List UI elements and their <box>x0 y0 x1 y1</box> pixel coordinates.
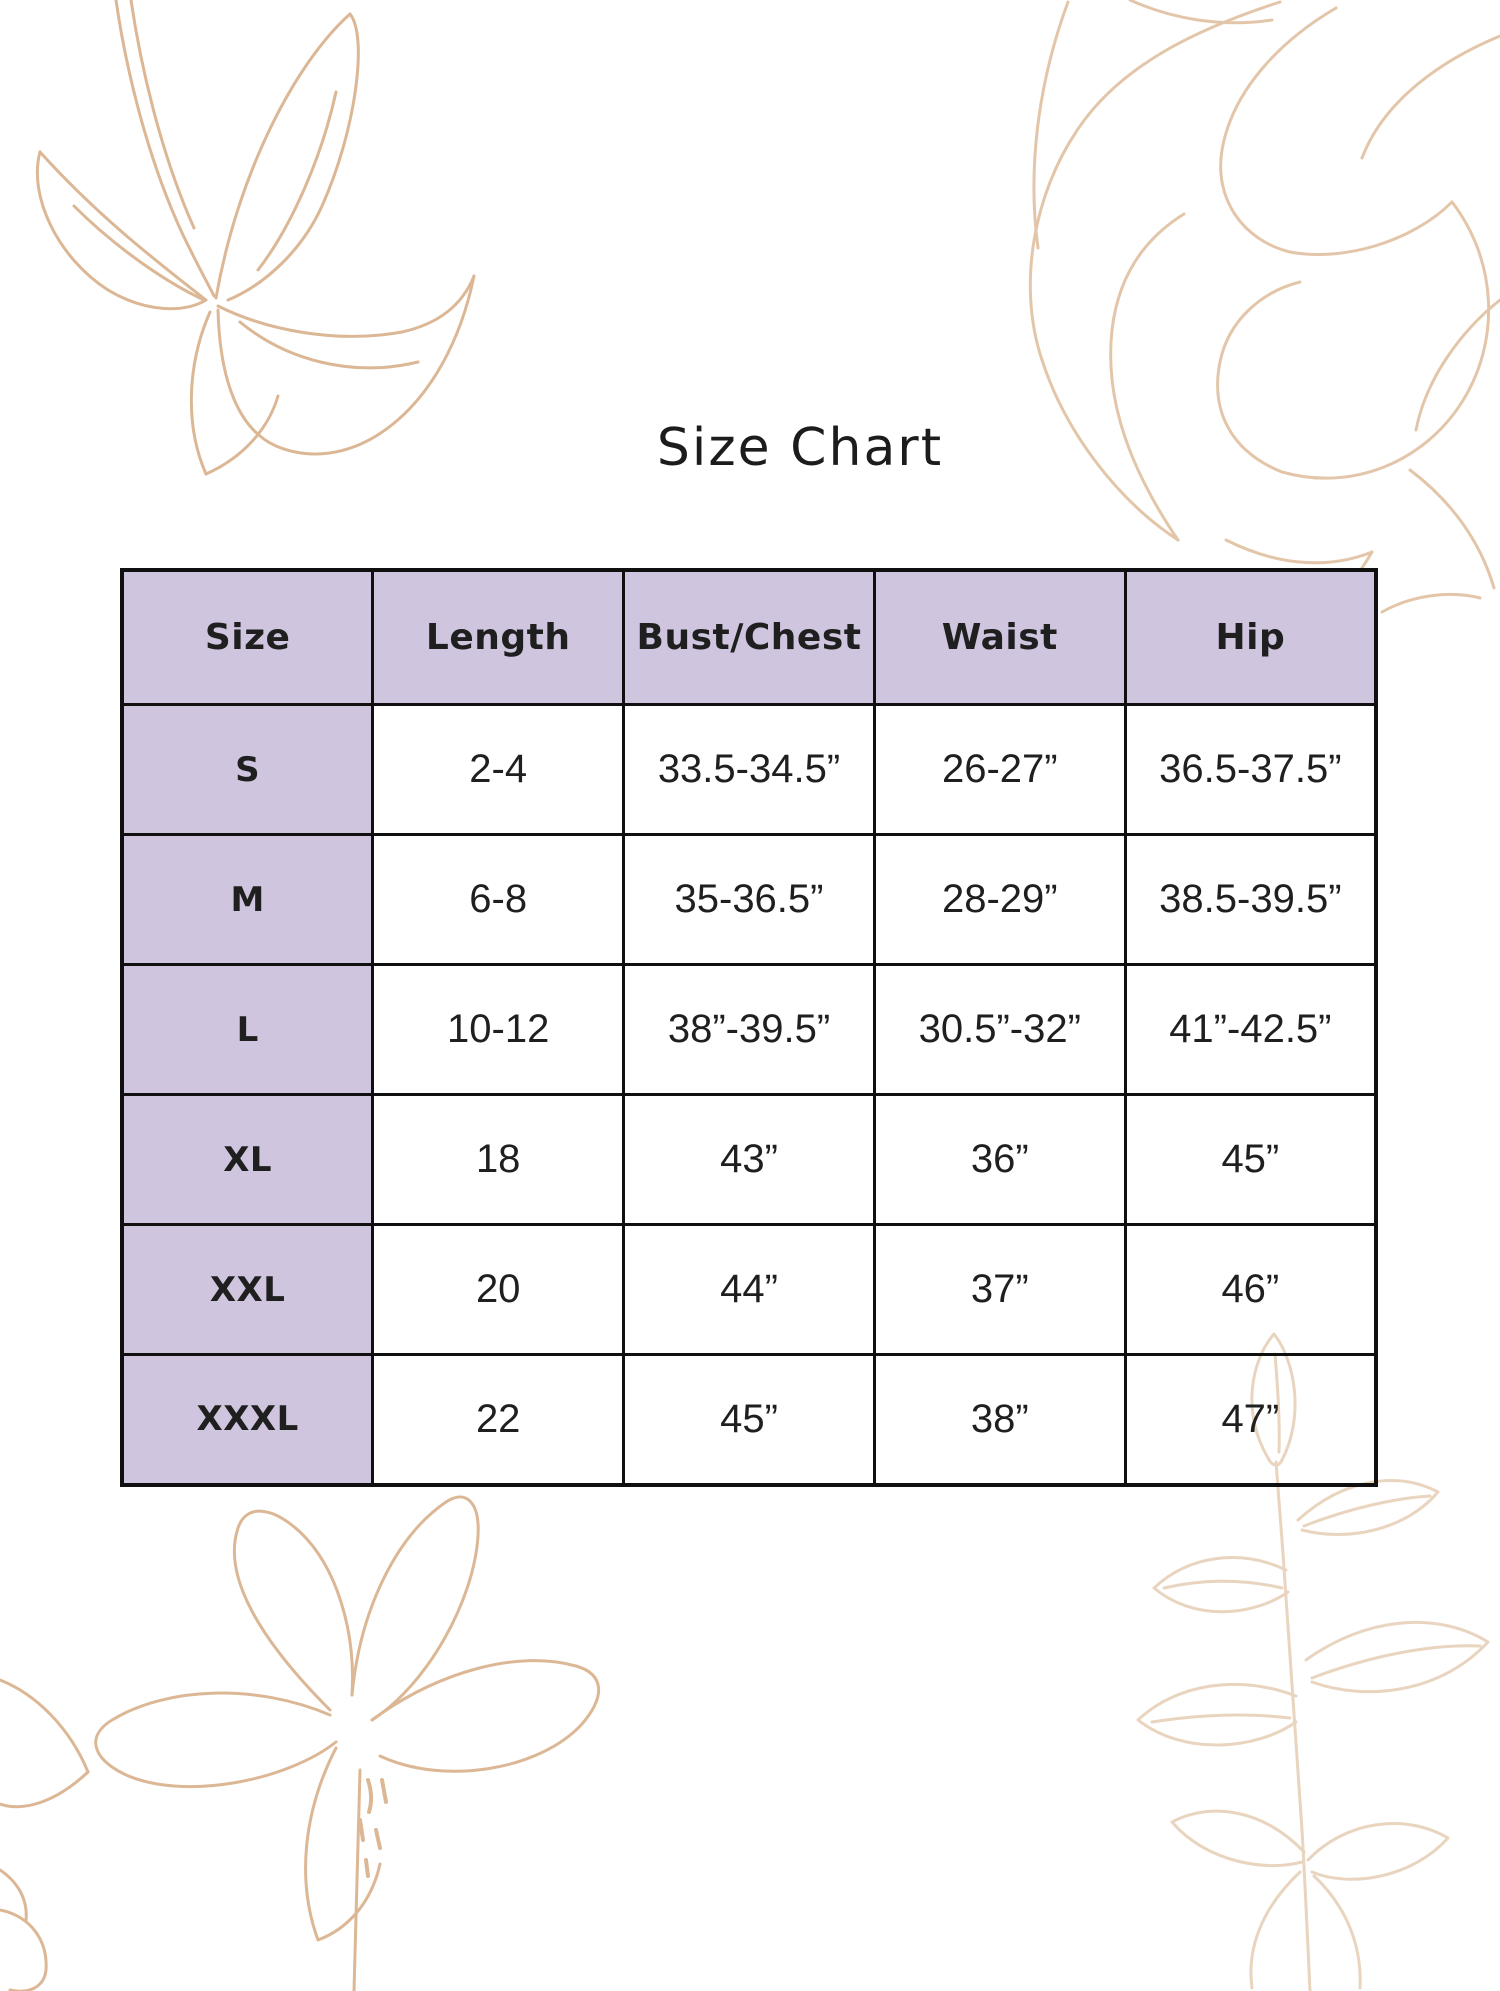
table-row-s: S 2-4 33.5-34.5” 26-27” 36.5-37.5” <box>120 703 1378 836</box>
measurement-cell: 33.5-34.5” <box>622 703 876 836</box>
size-label-cell: L <box>120 963 375 1096</box>
size-chart-table: Size Length Bust/Chest Waist Hip S 2-4 3… <box>120 568 1378 1487</box>
measurement-cell: 45” <box>622 1353 876 1486</box>
floral-top-right-illustration <box>1028 0 1500 660</box>
measurement-cell: 6-8 <box>371 833 626 966</box>
header-cell-waist: Waist <box>872 568 1127 706</box>
size-label-cell: XXXL <box>120 1353 375 1486</box>
measurement-cell: 37” <box>872 1223 1127 1356</box>
header-cell-length: Length <box>371 568 626 706</box>
size-label-cell: XXL <box>120 1223 375 1356</box>
measurement-cell: 36” <box>872 1093 1127 1226</box>
measurement-cell: 35-36.5” <box>622 833 876 966</box>
measurement-cell: 45” <box>1123 1093 1378 1226</box>
measurement-cell: 22 <box>371 1353 626 1486</box>
table-row-m: M 6-8 35-36.5” 28-29” 38.5-39.5” <box>120 833 1378 966</box>
measurement-cell: 38.5-39.5” <box>1123 833 1378 966</box>
measurement-cell: 44” <box>622 1223 876 1356</box>
measurement-cell: 41”-42.5” <box>1123 963 1378 1096</box>
measurement-cell: 28-29” <box>872 833 1127 966</box>
header-cell-bust-chest: Bust/Chest <box>622 568 876 706</box>
size-label-cell: M <box>120 833 375 966</box>
measurement-cell: 26-27” <box>872 703 1127 836</box>
measurement-cell: 43” <box>622 1093 876 1226</box>
size-label-cell: XL <box>120 1093 375 1226</box>
header-cell-size: Size <box>120 568 375 706</box>
measurement-cell: 18 <box>371 1093 626 1226</box>
measurement-cell: 38” <box>872 1353 1127 1486</box>
measurement-cell: 38”-39.5” <box>622 963 876 1096</box>
floral-bottom-left-illustration <box>0 1495 600 1991</box>
measurement-cell: 36.5-37.5” <box>1123 703 1378 836</box>
measurement-cell: 47” <box>1123 1353 1378 1486</box>
measurement-cell: 46” <box>1123 1223 1378 1356</box>
measurement-cell: 20 <box>371 1223 626 1356</box>
header-cell-hip: Hip <box>1123 568 1378 706</box>
measurement-cell: 2-4 <box>371 703 626 836</box>
page-title: Size Chart <box>656 418 944 478</box>
header-row: Size Length Bust/Chest Waist Hip <box>120 568 1378 706</box>
table-row-xxl: XXL 20 44” 37” 46” <box>120 1223 1378 1356</box>
size-label-cell: S <box>120 703 375 836</box>
table-row-xl: XL 18 43” 36” 45” <box>120 1093 1378 1226</box>
table-row-xxxl: XXXL 22 45” 38” 47” <box>120 1353 1378 1486</box>
table-row-l: L 10-12 38”-39.5” 30.5”-32” 41”-42.5” <box>120 963 1378 1096</box>
measurement-cell: 10-12 <box>371 963 626 1096</box>
measurement-cell: 30.5”-32” <box>872 963 1127 1096</box>
